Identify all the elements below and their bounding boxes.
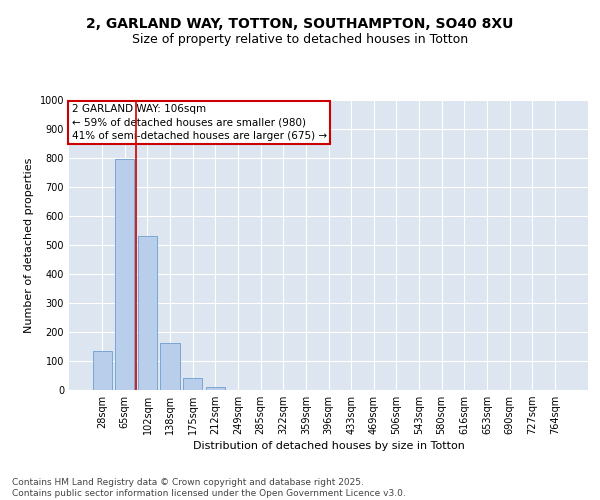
Bar bbox=[115, 159, 134, 390]
Bar bbox=[138, 236, 157, 390]
Text: Size of property relative to detached houses in Totton: Size of property relative to detached ho… bbox=[132, 32, 468, 46]
Text: 2, GARLAND WAY, TOTTON, SOUTHAMPTON, SO40 8XU: 2, GARLAND WAY, TOTTON, SOUTHAMPTON, SO4… bbox=[86, 18, 514, 32]
Bar bbox=[92, 351, 112, 390]
Bar bbox=[160, 342, 180, 390]
Text: Contains HM Land Registry data © Crown copyright and database right 2025.
Contai: Contains HM Land Registry data © Crown c… bbox=[12, 478, 406, 498]
X-axis label: Distribution of detached houses by size in Totton: Distribution of detached houses by size … bbox=[193, 442, 464, 452]
Text: 2 GARLAND WAY: 106sqm
← 59% of detached houses are smaller (980)
41% of semi-det: 2 GARLAND WAY: 106sqm ← 59% of detached … bbox=[71, 104, 327, 141]
Y-axis label: Number of detached properties: Number of detached properties bbox=[24, 158, 34, 332]
Bar bbox=[183, 378, 202, 390]
Bar bbox=[206, 386, 225, 390]
